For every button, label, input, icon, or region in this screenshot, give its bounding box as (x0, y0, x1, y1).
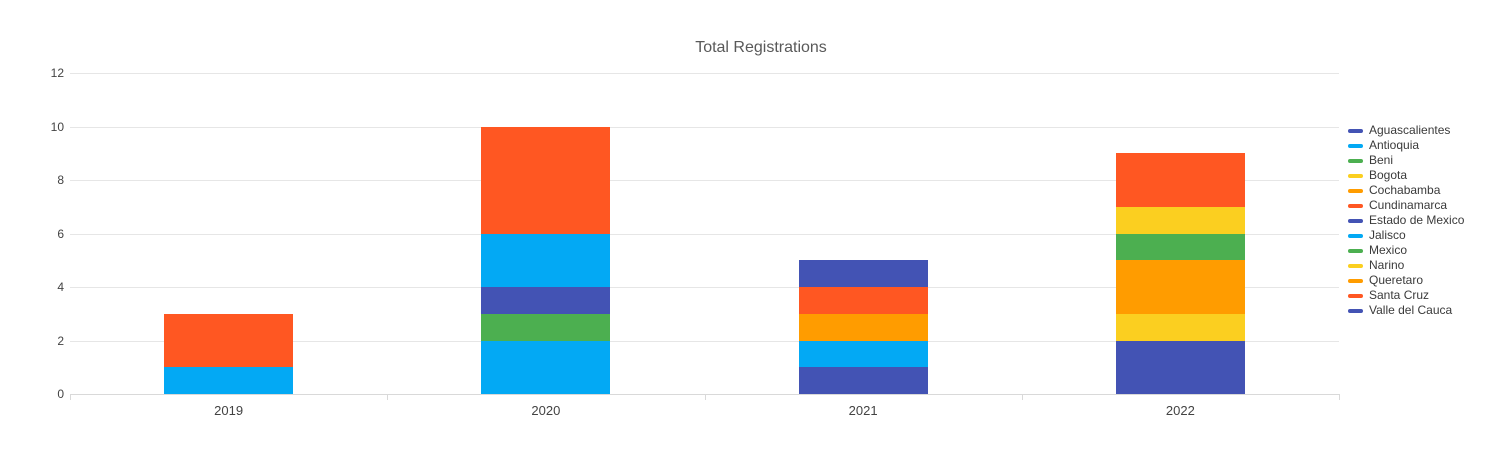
x-axis-tick (1339, 394, 1340, 400)
legend-swatch-icon (1348, 263, 1363, 268)
legend-label: Cundinamarca (1369, 198, 1448, 212)
legend-item-bogota[interactable]: Bogota (1348, 168, 1464, 183)
x-axis-tick (387, 394, 389, 400)
bar-segment-2021-jalisco[interactable] (798, 340, 928, 368)
legend-swatch-icon (1348, 188, 1363, 193)
gridline-y4 (70, 287, 1339, 288)
y-tick-label: 10 (50, 119, 64, 134)
chart-title: Total Registrations (695, 39, 827, 56)
legend-label: Aguascalientes (1369, 123, 1451, 137)
gridline-y2 (70, 340, 1339, 342)
gridline-y10 (70, 126, 1339, 128)
legend-swatch-icon (1348, 203, 1363, 208)
legend-item-cochabamba[interactable]: Cochabamba (1348, 183, 1464, 198)
x-tick-label-2020: 2020 (531, 403, 561, 418)
legend-label: Beni (1369, 153, 1394, 167)
legend-label: Valle del Cauca (1369, 303, 1453, 317)
plot-area (70, 73, 1339, 395)
legend-item-jalisco[interactable]: Jalisco (1348, 228, 1464, 243)
legend-swatch-icon (1348, 278, 1363, 283)
legend: Aguascalientes Antioquia Beni Bogota Cochaba… (1348, 123, 1464, 318)
x-tick-label-2022: 2022 (1165, 403, 1195, 418)
legend-item-antioquia[interactable]: Antioquia (1348, 138, 1464, 153)
bar-segment-2019-cundinamarca[interactable] (164, 313, 294, 368)
bar-segment-2022-santa-cruz[interactable] (1115, 153, 1245, 207)
gridline-y8 (70, 180, 1339, 181)
legend-swatch-icon (1348, 308, 1363, 313)
x-tick-label-2019: 2019 (214, 403, 244, 418)
legend-label: Mexico (1369, 243, 1408, 257)
bar-segment-2021-queretaro[interactable] (798, 313, 928, 341)
bar-segment-2020-jalisco[interactable] (481, 233, 611, 287)
x-axis-tick (70, 394, 71, 400)
legend-label: Bogota (1369, 168, 1408, 182)
legend-label: Queretaro (1369, 273, 1424, 287)
bar-segment-2020-estado-de-mexico[interactable] (481, 287, 611, 314)
bar-segment-2021-valle-del-cauca[interactable] (798, 260, 928, 287)
bar-segment-2022-aguascalientes[interactable] (1115, 340, 1245, 394)
x-axis-tick (1021, 394, 1023, 400)
bar-segment-2022-cochabamba[interactable] (1115, 260, 1245, 314)
legend-label: Antioquia (1369, 138, 1420, 152)
legend-swatch-icon (1348, 218, 1363, 223)
y-tick-label: 8 (57, 173, 64, 187)
legend-item-estado-de-mexico[interactable]: Estado de Mexico (1348, 213, 1464, 228)
y-tick-label: 6 (57, 226, 64, 241)
legend-label: Jalisco (1369, 228, 1406, 242)
legend-item-cundinamarca[interactable]: Cundinamarca (1348, 198, 1464, 213)
legend-swatch-icon (1348, 233, 1363, 238)
legend-label: Estado de Mexico (1369, 213, 1465, 227)
y-tick-label: 4 (57, 280, 64, 294)
legend-swatch-icon (1348, 248, 1363, 253)
bar-segment-2022-mexico[interactable] (1115, 233, 1245, 261)
bar-segment-2022-bogota[interactable] (1115, 313, 1245, 341)
y-tick-label: 12 (50, 66, 64, 80)
legend-item-aguascalientes[interactable]: Aguascalientes (1348, 123, 1464, 138)
bar-segment-2020-beni[interactable] (481, 313, 611, 341)
bar-segment-2020-antioquia[interactable] (481, 340, 611, 394)
bar-segment-2021-santa-cruz[interactable] (798, 287, 928, 314)
legend-item-santa-cruz[interactable]: Santa Cruz (1348, 288, 1464, 303)
legend-item-mexico[interactable]: Mexico (1348, 243, 1464, 258)
legend-swatch-icon (1348, 293, 1363, 298)
legend-swatch-icon (1348, 173, 1363, 178)
bar-segment-2019-antioquia[interactable] (164, 367, 294, 394)
legend-item-narino[interactable]: Narino (1348, 258, 1464, 273)
legend-item-queretaro[interactable]: Queretaro (1348, 273, 1464, 288)
bar-segment-2020-santa-cruz[interactable] (481, 126, 611, 234)
legend-label: Cochabamba (1369, 183, 1441, 197)
gridline-y12 (70, 73, 1339, 74)
y-tick-label: 2 (57, 333, 64, 348)
legend-swatch-icon (1348, 158, 1363, 163)
bar-segment-2021-aguascalientes[interactable] (798, 367, 928, 394)
legend-label: Narino (1369, 258, 1405, 272)
bar-segment-2022-narino[interactable] (1115, 206, 1245, 234)
gridline-y6 (70, 233, 1339, 235)
x-tick-label-2021: 2021 (848, 403, 878, 418)
legend-item-beni[interactable]: Beni (1348, 153, 1464, 168)
x-axis-tick (704, 394, 706, 400)
legend-swatch-icon (1348, 143, 1363, 148)
legend-swatch-icon (1348, 128, 1363, 133)
legend-label: Santa Cruz (1369, 288, 1430, 302)
legend-item-valle-del-cauca[interactable]: Valle del Cauca (1348, 303, 1464, 318)
y-tick-label: 0 (57, 387, 64, 401)
